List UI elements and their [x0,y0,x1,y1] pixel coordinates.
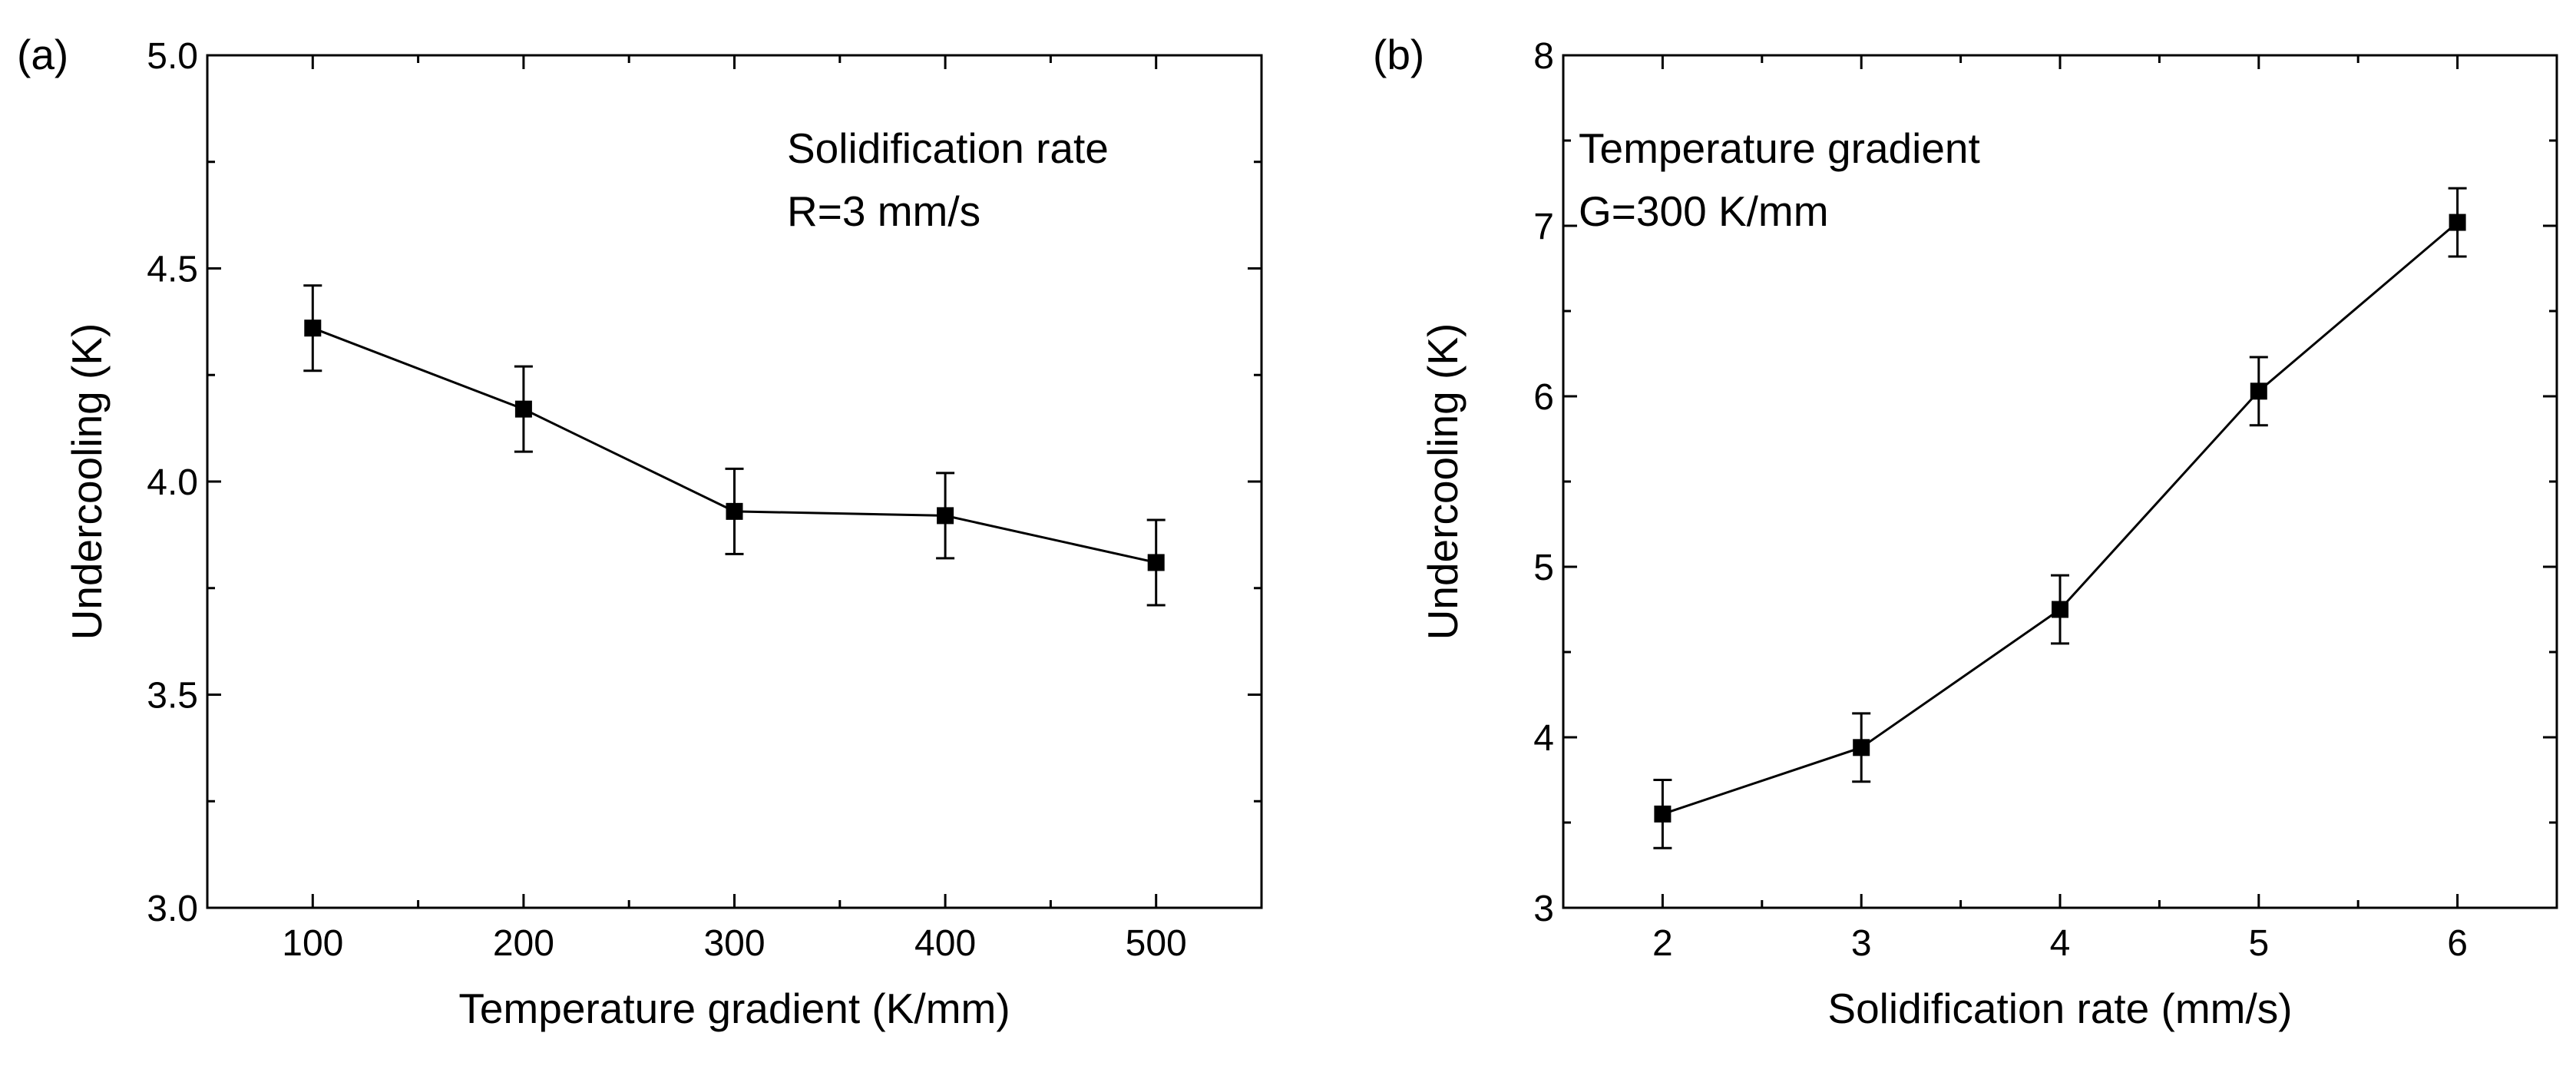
data-point [2449,214,2466,231]
panel-label: (b) [1373,31,1424,78]
y-tick-label: 7 [1533,207,1554,247]
data-point [1147,554,1165,571]
y-tick-label: 5.0 [147,36,198,77]
x-tick-label: 3 [1851,923,1872,964]
y-tick-label: 3.5 [147,676,198,717]
data-point [937,507,954,525]
annotation-line: Temperature gradient [1579,124,1980,172]
x-axis-title: Temperature gradient (K/mm) [458,985,1010,1032]
y-tick-label: 4 [1533,718,1554,759]
y-tick-label: 4.0 [147,462,198,503]
plot-frame [1562,54,2558,909]
y-tick-label: 6 [1533,377,1554,418]
x-tick-label: 4 [2050,923,2071,964]
annotation-line: Solidification rate [787,124,1109,172]
x-tick-label: 200 [493,923,554,964]
x-tick-label: 400 [914,923,976,964]
data-point [1654,805,1672,823]
y-axis-title: Undercooling (K) [1419,323,1467,641]
y-axis-title: Undercooling (K) [63,323,111,641]
data-point [514,400,532,418]
x-tick-label: 500 [1126,923,1187,964]
y-tick-label: 4.5 [147,250,198,290]
panel-a: 100 200 300 400 500 3.0 3.5 4.0 4.5 5.0 Temperatur… [17,31,1263,1032]
x-tick-label: 100 [282,923,343,964]
panel-b: 2 3 4 5 6 3 4 5 6 7 8 Solidification rate (mm/s) Und… [1373,31,2558,1032]
x-tick-label: 300 [703,923,765,964]
data-point [304,319,322,337]
y-tick-label: 5 [1533,548,1554,588]
x-axis-title: Solidification rate (mm/s) [1827,985,2292,1032]
annotation-line: R=3 mm/s [787,187,980,235]
y-tick-label: 3 [1533,889,1554,929]
x-tick-label: 5 [2248,923,2269,964]
x-tick-label: 2 [1652,923,1673,964]
y-tick-label: 3.0 [147,889,198,929]
data-point [1853,739,1870,756]
data-point [726,502,743,520]
data-point [2052,601,2068,618]
panel-label: (a) [17,31,68,78]
y-tick-label: 8 [1533,36,1554,77]
annotation-line: G=300 K/mm [1579,187,1829,235]
series-line [1662,221,2459,816]
x-tick-label: 6 [2447,923,2468,964]
data-point [2250,382,2267,400]
